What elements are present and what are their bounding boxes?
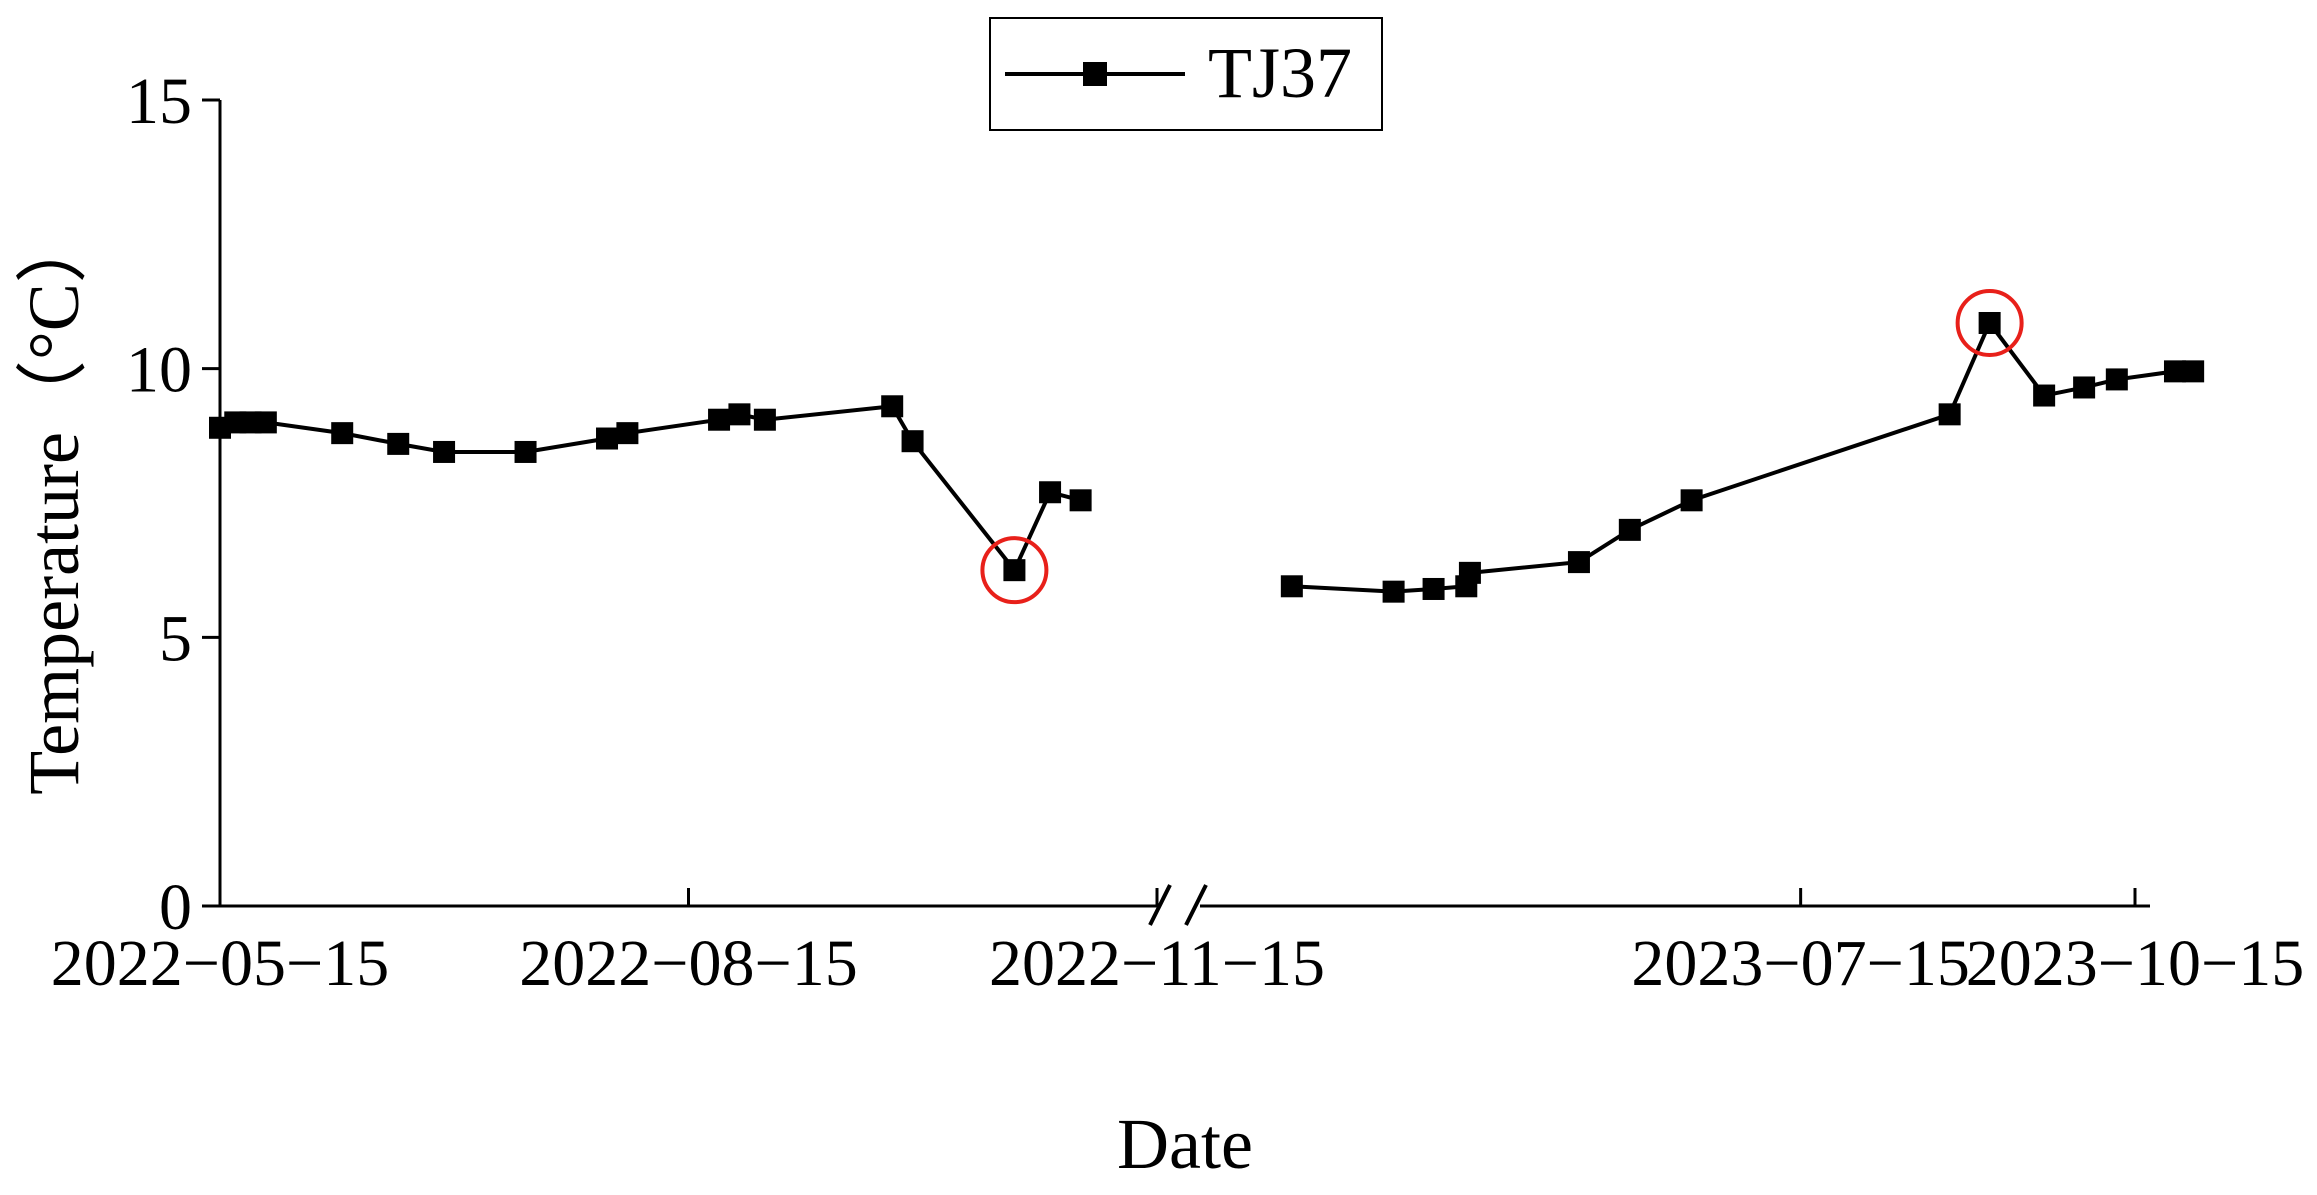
y-tick-label: 15 xyxy=(126,65,192,138)
data-point xyxy=(2105,368,2128,391)
data-point xyxy=(1382,580,1405,603)
data-point xyxy=(254,411,277,434)
x-axis-title: Date xyxy=(1117,1104,1253,1184)
y-tick-label: 0 xyxy=(159,871,192,944)
data-point xyxy=(1680,489,1703,512)
data-point xyxy=(514,440,537,463)
x-tick-label: 2022−05−15 xyxy=(51,927,389,1000)
highlight-circle xyxy=(980,536,1049,605)
data-point xyxy=(596,427,619,450)
data-point xyxy=(1978,311,2001,334)
data-point xyxy=(1618,518,1641,541)
y-axis-title: Temperature（°C） xyxy=(14,211,94,795)
x-tick-label: 2022−08−15 xyxy=(519,927,857,1000)
legend-marker-sample xyxy=(1083,62,1107,86)
data-point xyxy=(1069,489,1092,512)
data-point xyxy=(901,430,924,453)
y-tick-label: 5 xyxy=(159,602,192,675)
data-point xyxy=(2073,376,2096,399)
data-point xyxy=(1938,403,1961,426)
data-point xyxy=(1422,577,1445,600)
data-point xyxy=(1567,551,1590,574)
y-tick-label: 10 xyxy=(126,334,192,407)
data-point xyxy=(2033,384,2056,407)
x-tick-label: 2023−07−15 xyxy=(1631,927,1969,1000)
data-point xyxy=(2182,360,2205,383)
data-point xyxy=(331,422,354,445)
series-line xyxy=(1291,319,2194,594)
data-point xyxy=(1039,481,1062,504)
data-point xyxy=(433,440,456,463)
legend: TJ37 xyxy=(989,17,1383,131)
axis-break-mark-1 xyxy=(1148,884,1172,926)
data-point xyxy=(1003,559,1026,582)
axis-break-mark-2 xyxy=(1184,884,1208,926)
x-tick-label: 2022−11−15 xyxy=(989,927,1325,1000)
highlight-circle xyxy=(1955,288,2024,357)
data-point xyxy=(708,408,731,431)
data-point xyxy=(1280,575,1303,598)
data-point xyxy=(1458,561,1481,584)
x-tick-label: 2023−10−15 xyxy=(1966,927,2304,1000)
data-point xyxy=(616,422,639,445)
data-point xyxy=(881,395,904,418)
y-ticks: 0 5 10 15 xyxy=(126,65,220,944)
legend-label: TJ37 xyxy=(1208,33,1352,113)
annotation-layer xyxy=(980,288,2024,605)
series-layer xyxy=(209,311,2205,603)
data-point xyxy=(728,403,751,426)
data-point xyxy=(387,432,410,455)
x-ticks: 2022−05−15 2022−08−15 2022−11−15 2023−07−15… xyxy=(51,888,2304,1000)
data-point xyxy=(2163,360,2186,383)
data-point xyxy=(753,408,776,431)
